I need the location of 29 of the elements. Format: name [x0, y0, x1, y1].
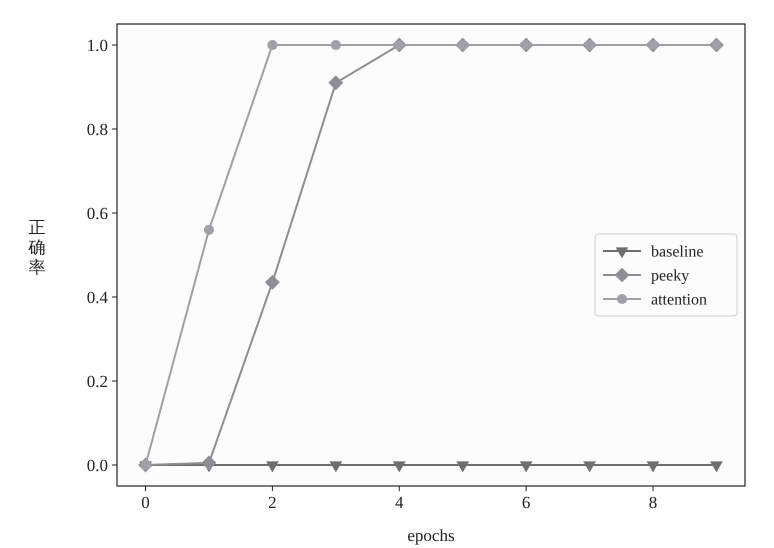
- legend-label: baseline: [651, 244, 704, 261]
- point: [330, 40, 341, 50]
- y-tick-label: 0.4: [86, 288, 108, 307]
- y-tick-label: 0.2: [86, 372, 108, 391]
- point: [267, 40, 278, 50]
- legend-label: peeky: [651, 268, 690, 285]
- x-tick-label: 4: [395, 493, 404, 512]
- y-tick-label: 0.8: [86, 120, 108, 139]
- x-tick-label: 8: [648, 493, 658, 512]
- legend-label: attention: [651, 292, 707, 309]
- y-tick-label: 1.0: [86, 36, 108, 55]
- x-tick-label: 2: [268, 493, 277, 512]
- x-tick-label: 0: [141, 493, 150, 512]
- x-tick-label: 6: [522, 493, 530, 512]
- y-tick-label: 0.0: [86, 456, 108, 475]
- point: [266, 461, 279, 472]
- point: [520, 461, 533, 472]
- point: [646, 461, 660, 472]
- y-axis-title: 正确率: [28, 218, 46, 277]
- point: [710, 461, 723, 472]
- point: [204, 224, 214, 235]
- y-tick-label: 0.6: [86, 204, 108, 223]
- point: [583, 461, 596, 472]
- point: [392, 461, 406, 472]
- point: [456, 461, 470, 472]
- point: [329, 461, 342, 472]
- point: [328, 75, 344, 90]
- point: [265, 274, 280, 290]
- x-axis-title: epochs: [407, 526, 455, 545]
